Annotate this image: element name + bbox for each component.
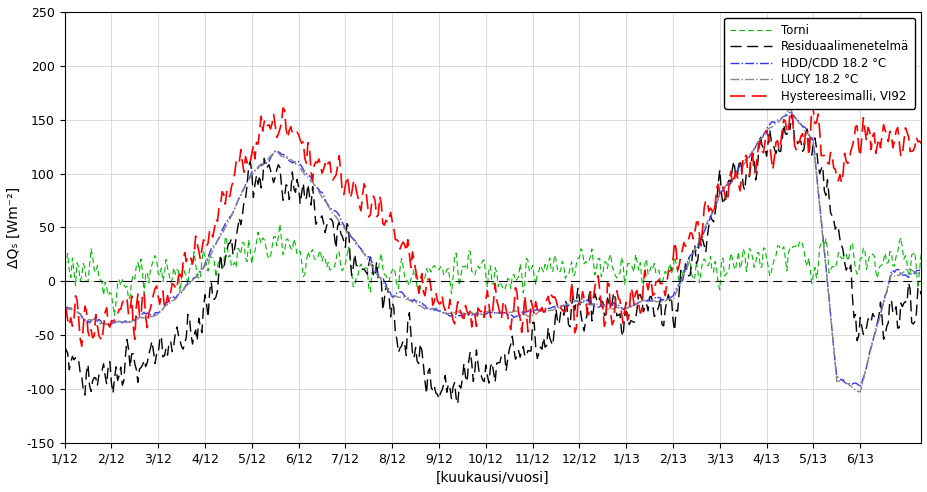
X-axis label: [kuukausi/vuosi]: [kuukausi/vuosi]: [436, 471, 549, 485]
Y-axis label: ΔQₛ [Wm⁻²]: ΔQₛ [Wm⁻²]: [6, 187, 21, 268]
Legend: Torni, Residuaalimenetelmä, HDD/CDD 18.2 °C, LUCY 18.2 °C, Hystereesimalli, VI92: Torni, Residuaalimenetelmä, HDD/CDD 18.2…: [724, 18, 914, 109]
Hystereesimalli, VI92: [123, 311, 134, 317]
Line: Torni: Torni: [65, 224, 921, 315]
LUCY 18.2 °C: [651, 299, 662, 305]
HDD/CDD 18.2 °C: [59, 304, 70, 309]
Line: Hystereesimalli, VI92: Hystereesimalli, VI92: [65, 100, 921, 346]
Residuaalimenetelmä: [59, 343, 70, 349]
Torni: [451, 267, 463, 273]
Hystereesimalli, VI92: [815, 153, 826, 158]
Residuaalimenetelmä: [817, 163, 828, 169]
Hystereesimalli, VI92: [389, 237, 400, 243]
LUCY 18.2 °C: [59, 305, 70, 310]
Line: HDD/CDD 18.2 °C: HDD/CDD 18.2 °C: [65, 111, 921, 387]
HDD/CDD 18.2 °C: [651, 295, 662, 301]
Hystereesimalli, VI92: [451, 309, 462, 315]
HDD/CDD 18.2 °C: [854, 384, 865, 390]
Hystereesimalli, VI92: [653, 277, 664, 283]
Residuaalimenetelmä: [815, 166, 826, 172]
HDD/CDD 18.2 °C: [815, 217, 826, 223]
Residuaalimenetelmä: [387, 304, 399, 310]
HDD/CDD 18.2 °C: [387, 293, 399, 299]
Torni: [817, 237, 828, 243]
Residuaalimenetelmä: [915, 292, 926, 298]
Torni: [123, 296, 134, 302]
Torni: [108, 312, 120, 318]
Hystereesimalli, VI92: [915, 140, 926, 146]
Torni: [915, 252, 926, 258]
Torni: [654, 281, 666, 287]
Residuaalimenetelmä: [451, 401, 463, 407]
Hystereesimalli, VI92: [817, 153, 828, 158]
Line: Residuaalimenetelmä: Residuaalimenetelmä: [65, 116, 921, 404]
LUCY 18.2 °C: [815, 218, 826, 224]
Torni: [274, 221, 286, 227]
Torni: [59, 264, 70, 270]
Line: LUCY 18.2 °C: LUCY 18.2 °C: [65, 109, 921, 392]
Hystereesimalli, VI92: [76, 343, 87, 349]
LUCY 18.2 °C: [854, 389, 865, 395]
Residuaalimenetelmä: [449, 380, 460, 386]
LUCY 18.2 °C: [915, 271, 926, 277]
LUCY 18.2 °C: [783, 106, 794, 112]
Residuaalimenetelmä: [121, 337, 133, 342]
Torni: [391, 283, 402, 289]
HDD/CDD 18.2 °C: [813, 201, 824, 207]
HDD/CDD 18.2 °C: [121, 320, 133, 326]
Residuaalimenetelmä: [653, 303, 664, 308]
LUCY 18.2 °C: [813, 203, 824, 209]
HDD/CDD 18.2 °C: [449, 314, 460, 320]
LUCY 18.2 °C: [449, 309, 460, 315]
HDD/CDD 18.2 °C: [783, 108, 794, 114]
Hystereesimalli, VI92: [59, 308, 70, 314]
Torni: [815, 240, 826, 246]
Residuaalimenetelmä: [785, 113, 796, 119]
LUCY 18.2 °C: [387, 295, 399, 301]
LUCY 18.2 °C: [121, 318, 133, 324]
HDD/CDD 18.2 °C: [915, 266, 926, 272]
Hystereesimalli, VI92: [785, 97, 796, 103]
